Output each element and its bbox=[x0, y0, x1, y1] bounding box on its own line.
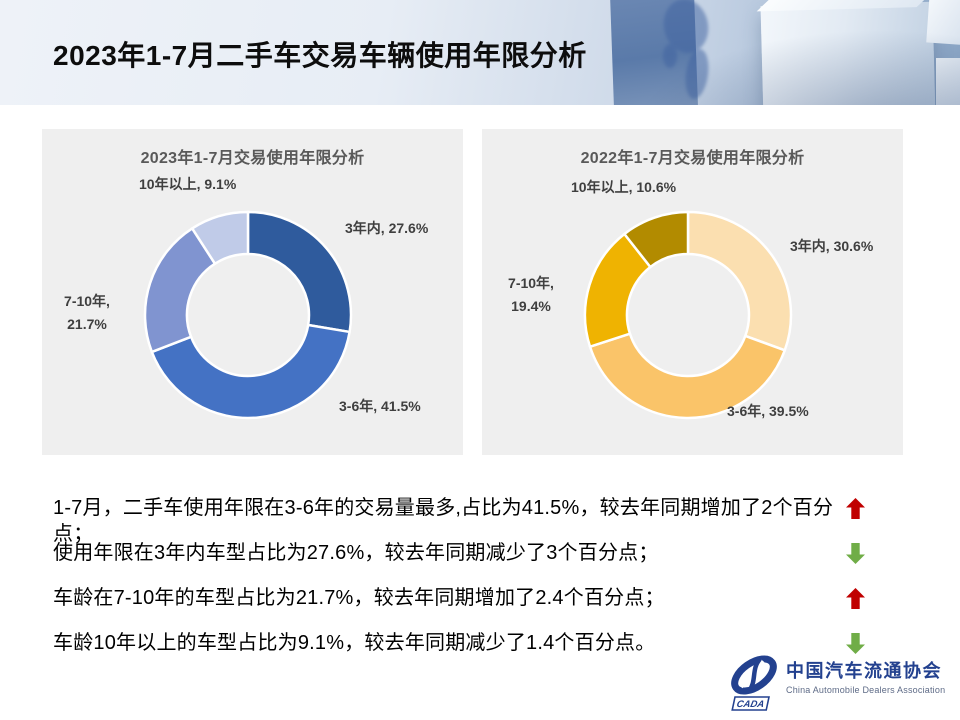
trend-arrow-4 bbox=[846, 633, 865, 654]
donut-label-under3y-2022: 3年内, 30.6% bbox=[790, 238, 874, 254]
chart-title-2022: 2022年1-7月交易使用年限分析 bbox=[580, 150, 805, 167]
donut-label-under3y-2023: 3年内, 27.6% bbox=[345, 220, 429, 236]
trend-up-icon bbox=[846, 498, 865, 519]
page-title: 2023年1-7月二手车交易车辆使用年限分析 bbox=[53, 40, 587, 71]
trend-down-icon bbox=[846, 633, 865, 654]
donut-segment-10年以上 bbox=[190, 210, 250, 265]
header-banner: 2023年1-7月二手车交易车辆使用年限分析 bbox=[0, 0, 960, 105]
trend-down-icon bbox=[846, 543, 865, 564]
summary-text-4: 车龄10年以上的车型占比为9.1%，较去年同期减少了1.4个百分点。 bbox=[53, 632, 656, 654]
donut-chart-2022 bbox=[583, 210, 793, 420]
chart-title-2023: 2023年1-7月交易使用年限分析 bbox=[140, 150, 365, 167]
donut-segment-3年内 bbox=[246, 210, 353, 334]
summary-row-1: 1-7月，二手车使用年限在3-6年的交易量最多,占比为41.5%，较去年同期增加… bbox=[53, 495, 865, 545]
svg-text:CADA: CADA bbox=[736, 699, 766, 710]
summary-text-2: 使用年限在3年内车型占比为27.6%，较去年同期减少了3个百分点； bbox=[53, 542, 659, 564]
summary-row-2: 使用年限在3年内车型占比为27.6%，较去年同期减少了3个百分点； bbox=[53, 540, 865, 566]
chart-card-2022: 2022年1-7月交易使用年限分析 10年以上, 10.6% 3年内, 30.6… bbox=[482, 129, 903, 455]
donut-segment-3年内 bbox=[686, 210, 793, 352]
donut-label-over10y-2023: 10年以上, 9.1% bbox=[139, 176, 237, 192]
trend-up-icon bbox=[846, 588, 865, 609]
donut-segment-3-6年 bbox=[588, 332, 787, 420]
trend-arrow-3 bbox=[846, 588, 865, 609]
summary-text-3: 车龄在7-10年的车型占比为21.7%，较去年同期增加了2.4个百分点； bbox=[53, 587, 665, 609]
summary-row-3: 车龄在7-10年的车型占比为21.7%，较去年同期增加了2.4个百分点； bbox=[53, 585, 865, 611]
summary-row-4: 车龄10年以上的车型占比为9.1%，较去年同期减少了1.4个百分点。 bbox=[53, 630, 865, 656]
donut-chart-2023 bbox=[143, 210, 353, 420]
world-map-decoration bbox=[663, 0, 709, 99]
chart-card-2023: 2023年1-7月交易使用年限分析 10年以上, 9.1% 3年内, 27.6%… bbox=[42, 129, 463, 455]
trend-arrow-1 bbox=[846, 498, 865, 519]
cada-logo-icon: CADA bbox=[731, 655, 777, 711]
summary-text-1: 1-7月，二手车使用年限在3-6年的交易量最多,占比为41.5%，较去年同期增加… bbox=[53, 497, 834, 545]
donut-label-over10y-2022: 10年以上, 10.6% bbox=[571, 179, 677, 195]
cada-logo: CADA 中国汽车流通协会 China Automobile Dealers A… bbox=[729, 655, 945, 713]
donut-segment-10年以上 bbox=[623, 210, 690, 269]
decorative-cube-small-top bbox=[926, 0, 960, 46]
trend-arrow-2 bbox=[846, 543, 865, 564]
donut-segment-3-6年 bbox=[150, 323, 351, 420]
cada-logo-text: 中国汽车流通协会 China Automobile Dealers Associ… bbox=[786, 655, 945, 695]
donut-label-3to6y-2022: 3-6年, 39.5% bbox=[727, 403, 809, 419]
donut-label-7to10y-2022: 7-10年, 19.4% bbox=[508, 275, 554, 315]
logo-name-cn: 中国汽车流通协会 bbox=[786, 661, 942, 681]
donut-label-3to6y-2023: 3-6年, 41.5% bbox=[339, 398, 421, 414]
logo-name-en: China Automobile Dealers Association bbox=[786, 684, 946, 695]
donut-label-7to10y-2023: 7-10年, 21.7% bbox=[64, 293, 110, 333]
decorative-cube-small-bottom bbox=[936, 58, 960, 105]
decorative-cube-light bbox=[760, 1, 936, 105]
